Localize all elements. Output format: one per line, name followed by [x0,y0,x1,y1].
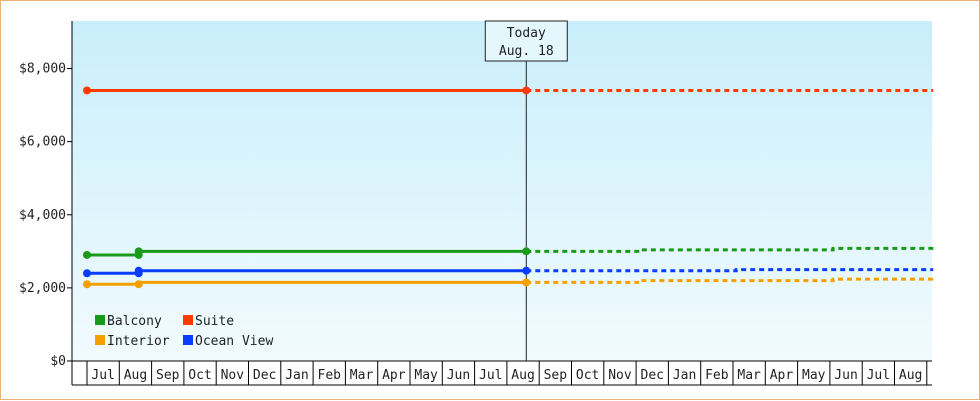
balcony-forecast-line [526,246,934,253]
interior-point [134,280,143,289]
y-tick-label: $0 [50,354,66,369]
month-label: Oct [188,368,211,383]
y-tick-label: $6,000 [19,135,66,150]
month-label: Nov [221,368,245,383]
suite-point [522,86,531,95]
month-label: Aug [124,368,147,383]
interior-forecast-line [526,277,934,284]
legend-label-interior: Interior [107,334,170,349]
month-label: Jun [834,368,857,383]
y-tick-label: $4,000 [19,208,66,223]
interior-point [83,280,91,289]
month-label: Oct [576,368,599,383]
balcony-point [522,247,531,256]
legend-swatch-suite [183,315,193,325]
plot-area [72,21,932,361]
month-label: Sep [544,368,568,383]
month-label: Feb [705,368,729,383]
ocean-view-point [83,269,91,278]
month-label: Aug [899,368,922,383]
legend-swatch-interior [95,335,105,345]
balcony-point [134,247,143,256]
y-tick-label: $2,000 [19,281,66,296]
month-label: Jul [867,368,890,383]
month-label: Dec [641,368,664,383]
month-label: May [414,368,438,383]
month-label: Mar [737,368,761,383]
legend-label-balcony: Balcony [107,314,162,329]
today-date: Aug. 18 [499,44,554,59]
month-label: Dec [253,368,276,383]
month-label: May [802,368,826,383]
legend-swatch-ocean-view [183,335,193,345]
month-label: Jul [479,368,502,383]
month-label: Sep [156,368,180,383]
today-box [484,20,568,62]
ocean-view-forecast-line [526,268,934,273]
month-label: Feb [318,368,342,383]
month-label: Jun [447,368,470,383]
today-label: Today [507,26,546,41]
legend-swatch-balcony [95,315,105,325]
ocean-view-point [522,266,531,275]
month-label: Jul [91,368,114,383]
month-label: Aug [511,368,534,383]
month-label: Mar [350,368,374,383]
ocean-view-point [134,266,143,275]
legend-label-ocean-view: Ocean View [195,334,273,349]
y-tick-label: $8,000 [19,62,66,77]
month-label: Jan [673,368,696,383]
interior-point [522,278,531,287]
month-label: Apr [382,368,406,383]
balcony-point [83,250,91,259]
suite-point [83,86,91,95]
month-label: Nov [608,368,632,383]
month-label: Apr [770,368,794,383]
legend-label-suite: Suite [195,314,234,329]
month-label: Jan [285,368,308,383]
